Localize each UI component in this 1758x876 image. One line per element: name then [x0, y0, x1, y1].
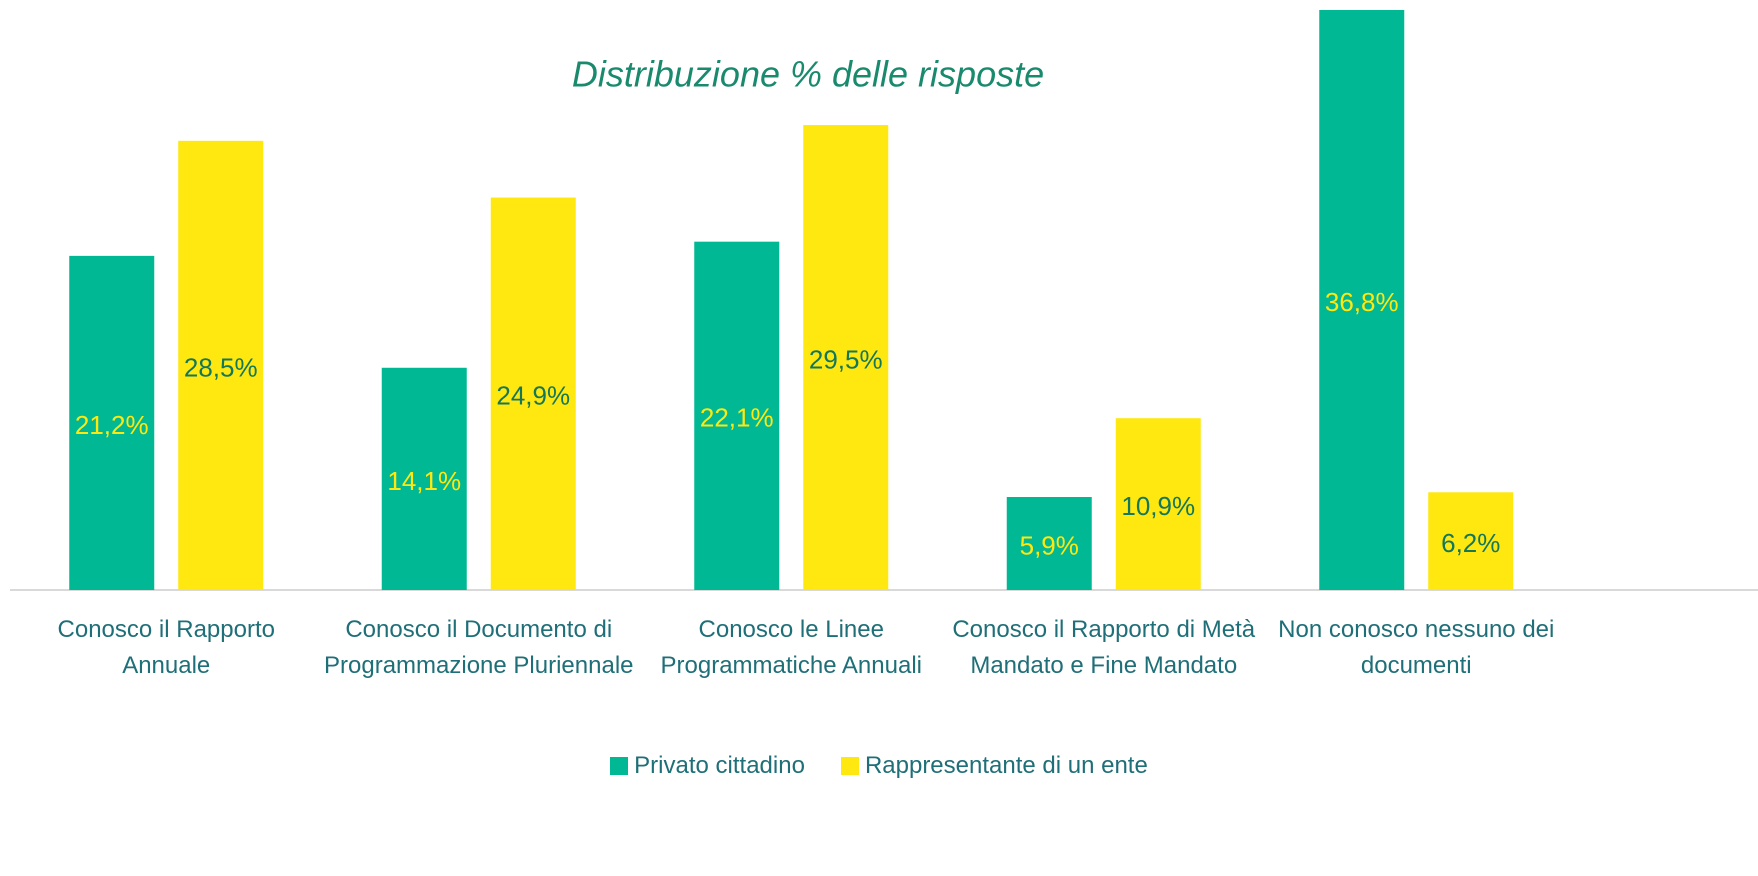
plot: Distribuzione % delle risposte 21,2% 28,5…: [10, 10, 1758, 591]
x-tick-label: Conosco il Documento di Programmazione P…: [324, 616, 634, 679]
bar: [803, 125, 889, 590]
bar: [1319, 10, 1405, 590]
legend-item: Privato cittadino: [610, 752, 805, 780]
data-label: 29,5%: [809, 344, 883, 374]
bar: [694, 241, 780, 590]
data-label: 22,1%: [700, 403, 774, 433]
data-label: 10,9%: [1121, 491, 1195, 521]
legend-label: Privato cittadino: [634, 752, 805, 779]
bar: [178, 140, 264, 590]
x-tick-label: Non conosco nessuno dei documenti: [1278, 616, 1555, 679]
data-label: 21,2%: [75, 410, 149, 440]
data-label: 36,8%: [1325, 287, 1399, 317]
data-label: 5,9%: [1020, 530, 1079, 560]
x-tick-label: Conosco il Rapporto Annuale: [57, 616, 275, 679]
legend-swatch: [610, 757, 629, 775]
legend-item: Rappresentante di un ente: [840, 752, 1148, 780]
legend-swatch: [840, 757, 859, 775]
data-label: 24,9%: [496, 381, 570, 411]
bar: [1115, 418, 1201, 590]
data-label: 28,5%: [184, 352, 258, 382]
data-label: 14,1%: [387, 466, 461, 496]
bar: [490, 197, 576, 590]
chart-title: Distribuzione % delle risposte: [572, 54, 1044, 95]
bar: [1006, 497, 1092, 590]
bar: [69, 255, 155, 590]
bar: [1428, 492, 1514, 590]
data-label: 6,2%: [1441, 528, 1500, 558]
x-tick-label: Conosco le Linee Programmatiche Annuali: [660, 616, 922, 679]
legend: Privato cittadino Rappresentante di un en…: [0, 752, 1758, 780]
x-tick-label: Conosco il Rapporto di Metà Mandato e Fi…: [952, 616, 1256, 679]
legend-label: Rappresentante di un ente: [864, 752, 1148, 779]
bar: [381, 367, 467, 590]
